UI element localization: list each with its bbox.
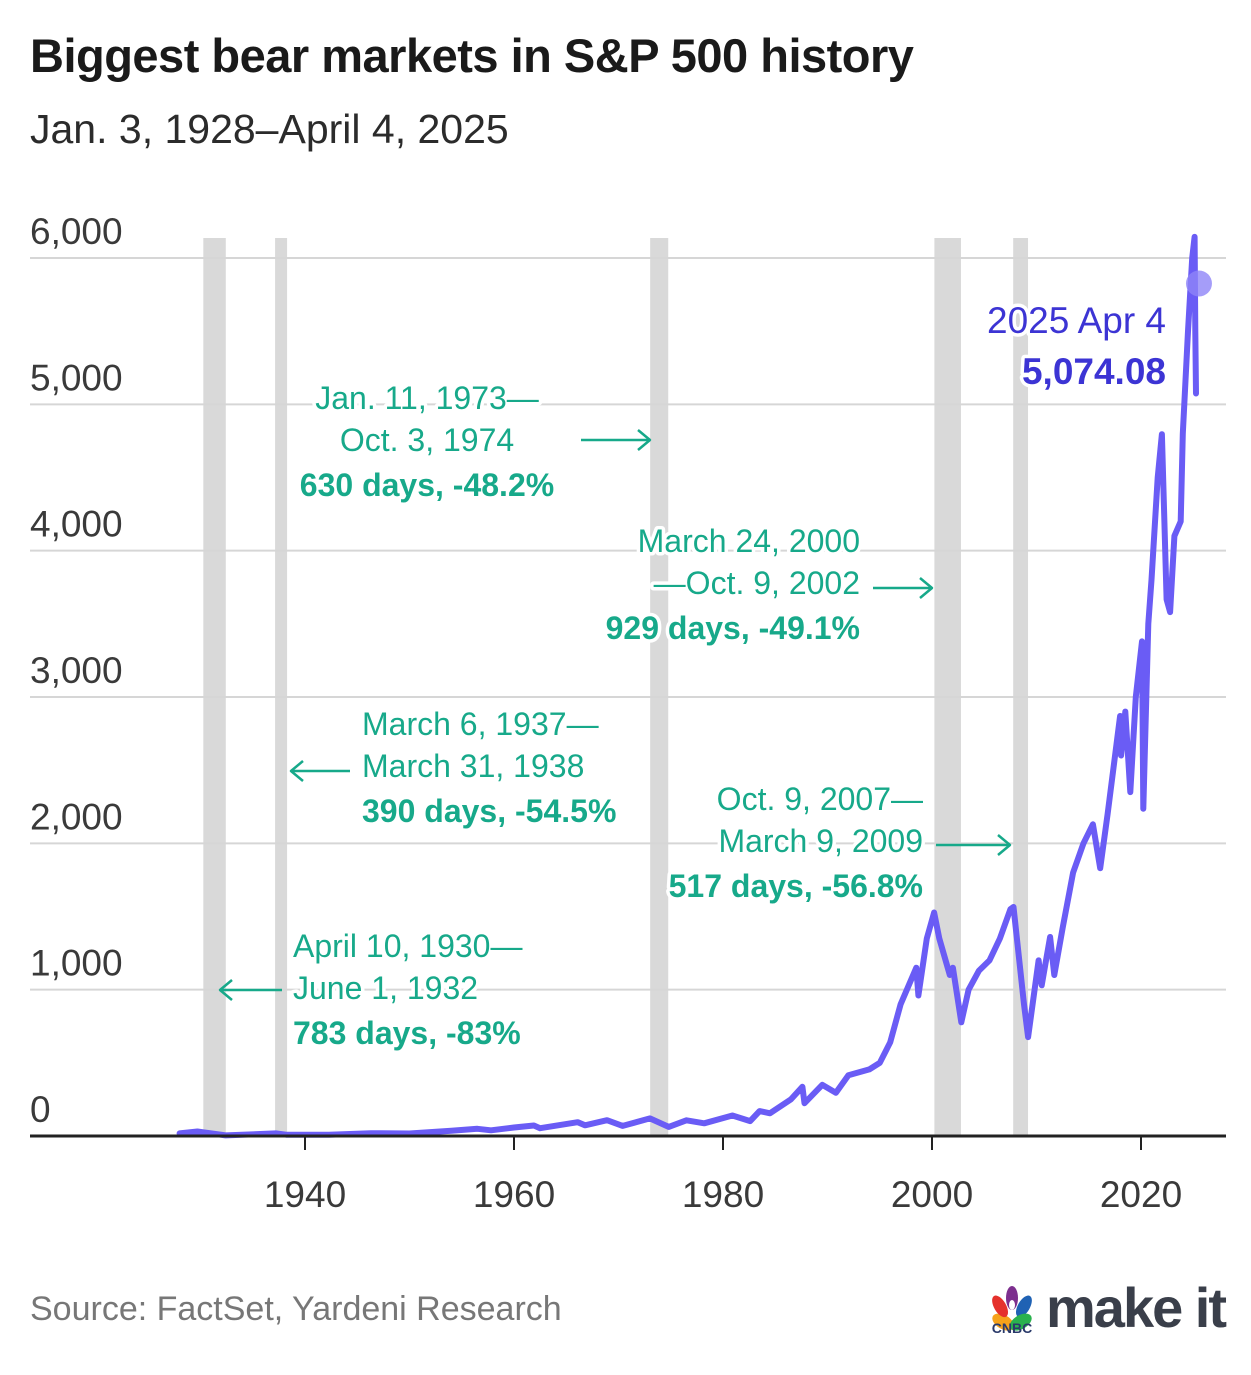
chart-title: Biggest bear markets in S&P 500 history [30, 29, 914, 82]
bear-market-annotation: March 24, 2000 —Oct. 9, 2002 929 days, -49… [602, 520, 934, 650]
bear-market-annotation: March 6, 1937— March 31, 1938 390 days, -5… [289, 703, 620, 833]
bear-market-band [275, 238, 288, 1136]
annotation-arrowhead [997, 834, 1012, 856]
annotation-arrowhead [218, 979, 233, 1001]
annotation-stats: 630 days, -48.2% [300, 467, 554, 503]
annotation-start-date: Oct. 9, 2007— [717, 781, 923, 817]
annotation-start-date: March 6, 1937— [362, 706, 599, 742]
y-tick-label: 1,000 [30, 943, 123, 984]
annotation-arrowhead [919, 577, 934, 599]
make-it-wordmark: make it [1046, 1276, 1227, 1339]
annotation-stats: 783 days, -83% [293, 1015, 521, 1051]
y-tick-label: 5,000 [30, 357, 123, 398]
annotation-end-date: June 1, 1932 [293, 970, 478, 1006]
annotation-end-date: March 31, 1938 [362, 748, 584, 784]
annotation-arrowhead [289, 760, 304, 782]
bear-market-annotation: April 10, 1930— June 1, 1932 783 days, -83… [218, 925, 526, 1055]
x-tick-label: 1940 [264, 1174, 346, 1215]
annotation-stats: 390 days, -54.5% [362, 793, 616, 829]
cnbc-wordmark: CNBC [992, 1320, 1032, 1335]
annotation-stats: 517 days, -56.8% [669, 868, 923, 904]
annotation-end-date: —Oct. 9, 2002 [654, 565, 860, 601]
y-tick-label: 4,000 [30, 504, 123, 545]
y-tick-label: 2,000 [30, 796, 123, 837]
peacock-icon: CNBC [992, 1286, 1032, 1335]
annotation-end-date: March 9, 2009 [718, 823, 923, 859]
bear-market-band [650, 238, 669, 1136]
y-tick-label: 6,000 [30, 211, 123, 252]
callout-date: 2025 Apr 4 [987, 300, 1166, 341]
source-note: Source: FactSet, Yardeni Research [30, 1290, 562, 1328]
y-tick-label: 3,000 [30, 650, 123, 691]
x-tick-label: 1980 [682, 1174, 764, 1215]
x-tick-label: 2020 [1100, 1174, 1182, 1215]
y-tick-label: 0 [30, 1089, 51, 1130]
annotation-stats: 929 days, -49.1% [606, 610, 860, 646]
brand-logo: CNBC make it [984, 1276, 1227, 1339]
annotation-start-date: March 24, 2000 [638, 523, 860, 559]
x-tick-label: 2000 [891, 1174, 973, 1215]
annotation-end-date: Oct. 3, 1974 [340, 422, 514, 458]
bear-market-annotation: Jan. 11, 1973— Oct. 3, 1974 630 days, -48.… [296, 377, 652, 507]
annotation-start-date: Jan. 11, 1973— [315, 380, 539, 416]
annotation-start-date: April 10, 1930— [293, 928, 522, 964]
chart-subtitle: Jan. 3, 1928–April 4, 2025 [30, 106, 509, 152]
bear-market-annotation: Oct. 9, 2007— March 9, 2009 517 days, -56.… [665, 778, 1012, 908]
annotation-arrowhead [637, 429, 652, 451]
bear-market-band [203, 238, 226, 1136]
sp500-line [176, 233, 1199, 1139]
callout-value: 5,074.08 [1022, 351, 1166, 392]
x-tick-label: 1960 [473, 1174, 555, 1215]
last-value-marker [1185, 270, 1212, 297]
